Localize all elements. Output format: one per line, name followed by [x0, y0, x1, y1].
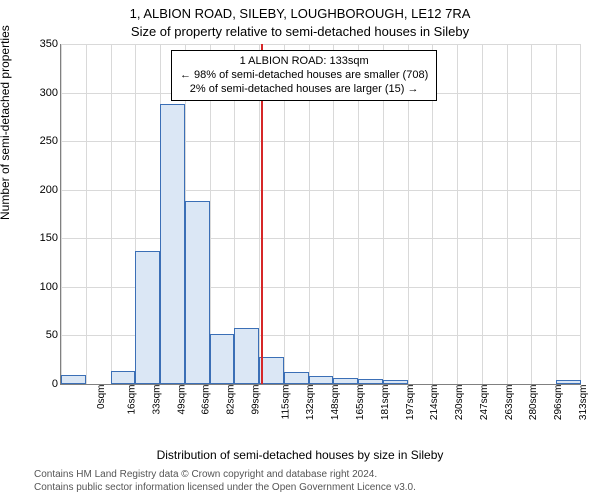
y-tick-label: 150: [22, 232, 58, 244]
x-tick-label: 263sqm: [504, 385, 515, 421]
y-tick-label: 0: [22, 378, 58, 390]
histogram-bar: [111, 371, 136, 384]
histogram-bar: [556, 380, 581, 384]
gridline-v: [580, 44, 581, 384]
gridline-v: [556, 44, 557, 384]
histogram-bar: [160, 104, 185, 384]
x-tick-label: 197sqm: [405, 385, 416, 421]
x-tick-label: 230sqm: [454, 385, 465, 421]
histogram-bar: [135, 251, 160, 384]
x-tick-label: 82sqm: [226, 385, 237, 415]
info-line-1: 1 ALBION ROAD: 133sqm: [180, 55, 428, 69]
histogram-bar: [333, 378, 358, 384]
x-tick-label: 148sqm: [330, 385, 341, 421]
gridline-v: [61, 44, 62, 384]
gridline-v: [111, 44, 112, 384]
x-tick-label: 247sqm: [479, 385, 490, 421]
x-tick-label: 66sqm: [201, 385, 212, 415]
x-tick-label: 16sqm: [127, 385, 138, 415]
x-tick-label: 115sqm: [280, 385, 291, 420]
gridline-v: [531, 44, 532, 384]
y-axis-label: Number of semi-detached properties: [0, 25, 12, 220]
gridline-v: [86, 44, 87, 384]
x-tick-label: 181sqm: [380, 385, 391, 421]
x-axis-label: Distribution of semi-detached houses by …: [0, 448, 600, 462]
histogram-bar: [383, 380, 408, 384]
histogram-bar: [210, 334, 235, 385]
attribution-line-2: Contains public sector information licen…: [34, 482, 416, 495]
plot-area: 0sqm16sqm33sqm49sqm66sqm82sqm99sqm115sqm…: [60, 44, 581, 385]
y-tick-label: 100: [22, 281, 58, 293]
y-tick-label: 200: [22, 184, 58, 196]
gridline-v: [457, 44, 458, 384]
histogram-bar: [61, 375, 86, 384]
histogram-bar: [284, 372, 309, 384]
histogram-bar: [185, 201, 210, 384]
x-tick-label: 280sqm: [528, 385, 539, 421]
attribution: Contains HM Land Registry data © Crown c…: [34, 469, 416, 494]
attribution-line-1: Contains HM Land Registry data © Crown c…: [34, 469, 416, 482]
x-tick-label: 0sqm: [96, 385, 107, 409]
x-tick-label: 33sqm: [151, 385, 162, 415]
gridline-h: [61, 190, 581, 191]
info-line-3: 2% of semi-detached houses are larger (1…: [180, 83, 428, 97]
y-tick-label: 250: [22, 135, 58, 147]
chart-title-line2: Size of property relative to semi-detach…: [0, 24, 600, 39]
histogram-bar: [234, 328, 259, 384]
x-tick-label: 313sqm: [578, 385, 589, 421]
info-box: 1 ALBION ROAD: 133sqm ← 98% of semi-deta…: [171, 50, 437, 101]
gridline-h: [61, 141, 581, 142]
chart-title-line1: 1, ALBION ROAD, SILEBY, LOUGHBOROUGH, LE…: [0, 6, 600, 21]
histogram-bar: [309, 376, 334, 384]
y-tick-label: 350: [22, 38, 58, 50]
chart-container: 1, ALBION ROAD, SILEBY, LOUGHBOROUGH, LE…: [0, 0, 600, 500]
gridline-v: [482, 44, 483, 384]
x-tick-label: 165sqm: [355, 385, 366, 421]
x-tick-label: 49sqm: [176, 385, 187, 415]
x-tick-label: 296sqm: [553, 385, 564, 421]
y-tick-label: 300: [22, 87, 58, 99]
y-tick-label: 50: [22, 329, 58, 341]
gridline-v: [507, 44, 508, 384]
histogram-bar: [358, 379, 383, 384]
gridline-h: [61, 238, 581, 239]
info-line-2: ← 98% of semi-detached houses are smalle…: [180, 69, 428, 83]
x-tick-label: 214sqm: [429, 385, 440, 421]
x-tick-label: 132sqm: [306, 385, 317, 421]
x-tick-label: 99sqm: [250, 385, 261, 415]
gridline-h: [61, 44, 581, 45]
